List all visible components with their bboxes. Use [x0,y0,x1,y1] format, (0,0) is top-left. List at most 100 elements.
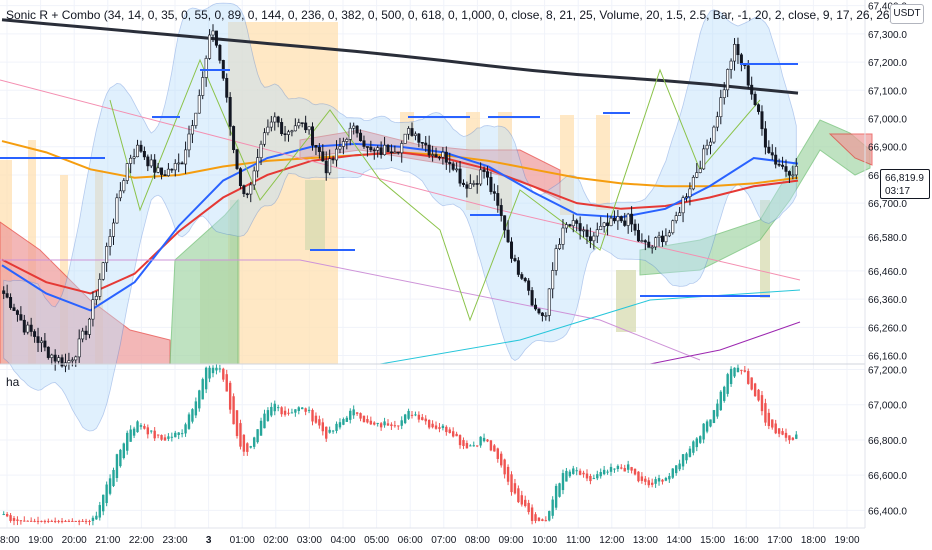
ha-candle-body [174,432,177,438]
candle-body [2,290,6,294]
candle-body [321,151,325,162]
candle-body [105,246,109,264]
candle-body [455,168,459,171]
candle-body [201,77,205,96]
ha-candle-body [88,520,91,522]
ha-candle-body [57,520,60,522]
ha-candle-body [767,412,771,427]
indicator-legend[interactable]: Sonic R + Combo (34, 14, 0, 35, 0, 55, 0… [6,8,894,22]
y-tick-label: 66,460.0 [868,267,907,278]
ha-candle-body [771,419,774,428]
candle-body [444,151,448,163]
ha-candle-body [287,412,290,414]
ha-candle-body [301,407,304,410]
candle-body [317,147,321,152]
candle-body [379,147,383,156]
candle-body [300,122,304,124]
highlight-zone [95,170,103,364]
x-tick-label: 11:00 [566,535,591,546]
candle-body [386,144,390,153]
candle-body [575,220,579,224]
candle-body [417,133,421,143]
ha-candle-body [585,473,589,479]
ha-candle-body [156,434,160,436]
ha-candle-body [510,474,513,493]
candle-body [719,97,723,118]
candle-body [595,229,599,237]
ha-candle-body [781,431,784,435]
y-tick-label: 66,360.0 [868,295,907,306]
ha-candle-body [91,517,95,521]
ha-candle-body [215,367,218,371]
candle-body [249,184,253,195]
y-tick-label: 67,200.0 [868,366,907,377]
candle-body [712,126,716,143]
candle-body [5,293,9,298]
ha-candle-body [791,437,795,440]
candle-body [194,112,198,126]
y-tick-label: 66,260.0 [868,323,907,334]
candle-body [311,126,315,146]
ha-candle-body [520,495,524,505]
ha-candle-body [633,468,637,475]
ha-candle-body [23,520,26,522]
ha-candle-body [211,367,215,374]
ha-candle-body [362,415,366,423]
candle-body [180,162,184,165]
candle-body [702,148,706,170]
candle-body [441,151,445,158]
ha-candle-body [747,371,750,384]
ha-candle-body [712,410,716,423]
ha-candle-body [222,368,225,380]
candle-body [324,160,328,174]
highlight-zone [760,200,770,298]
price-axis-ha[interactable]: 66,400.0 66,600.0 66,800.0 67,000.0 67,200.0 [868,366,907,518]
candle-body [77,338,81,358]
ha-candle-body [383,421,386,426]
candle-body [101,262,105,280]
ha-candle-body [716,403,719,417]
candle-body [482,169,486,172]
ha-candle-body [232,396,235,425]
ha-candle-body [47,520,50,522]
ha-candle-body [613,468,616,470]
candle-body [592,235,596,242]
ha-candle-body [71,520,74,522]
ha-candle-body [424,418,427,422]
last-price-tag: 66,819.9 03:17 [880,169,930,199]
ha-candle-body [434,425,438,429]
candle-body [362,140,366,147]
ha-candle-body [637,471,640,482]
candle-body [424,142,428,146]
candle-body [520,274,524,279]
highlight-zone [596,115,610,210]
cloud-green [639,119,871,276]
ha-candle-body [352,409,355,416]
candle-body [53,354,57,362]
candle-body [19,314,23,321]
candle-body [516,260,520,275]
candle-body [74,356,78,361]
candle-body [496,193,500,206]
candle-body [341,141,345,147]
candle-body [427,144,431,156]
ha-candle-body [616,465,620,469]
bollinger-band [3,2,797,432]
candle-body [273,116,277,123]
ha-candle-body [204,367,208,390]
time-axis[interactable]: 18:00 19:00 20:00 21:00 22:00 23:00 3 01:00 02:0… [0,535,860,546]
candle-body [434,154,438,158]
ha-candle-body [421,417,424,421]
ha-candle-body [321,422,325,432]
candle-body [472,183,476,185]
ha-candle-body [355,412,359,414]
candle-body [746,65,750,86]
currency-button[interactable]: USDT [890,4,924,24]
candle-body [650,246,654,249]
ha-candle-body [472,445,475,447]
ha-candle-body [695,438,698,448]
ha-candle-body [400,420,403,426]
candle-body [232,126,236,150]
ha-candle-body [486,439,489,442]
